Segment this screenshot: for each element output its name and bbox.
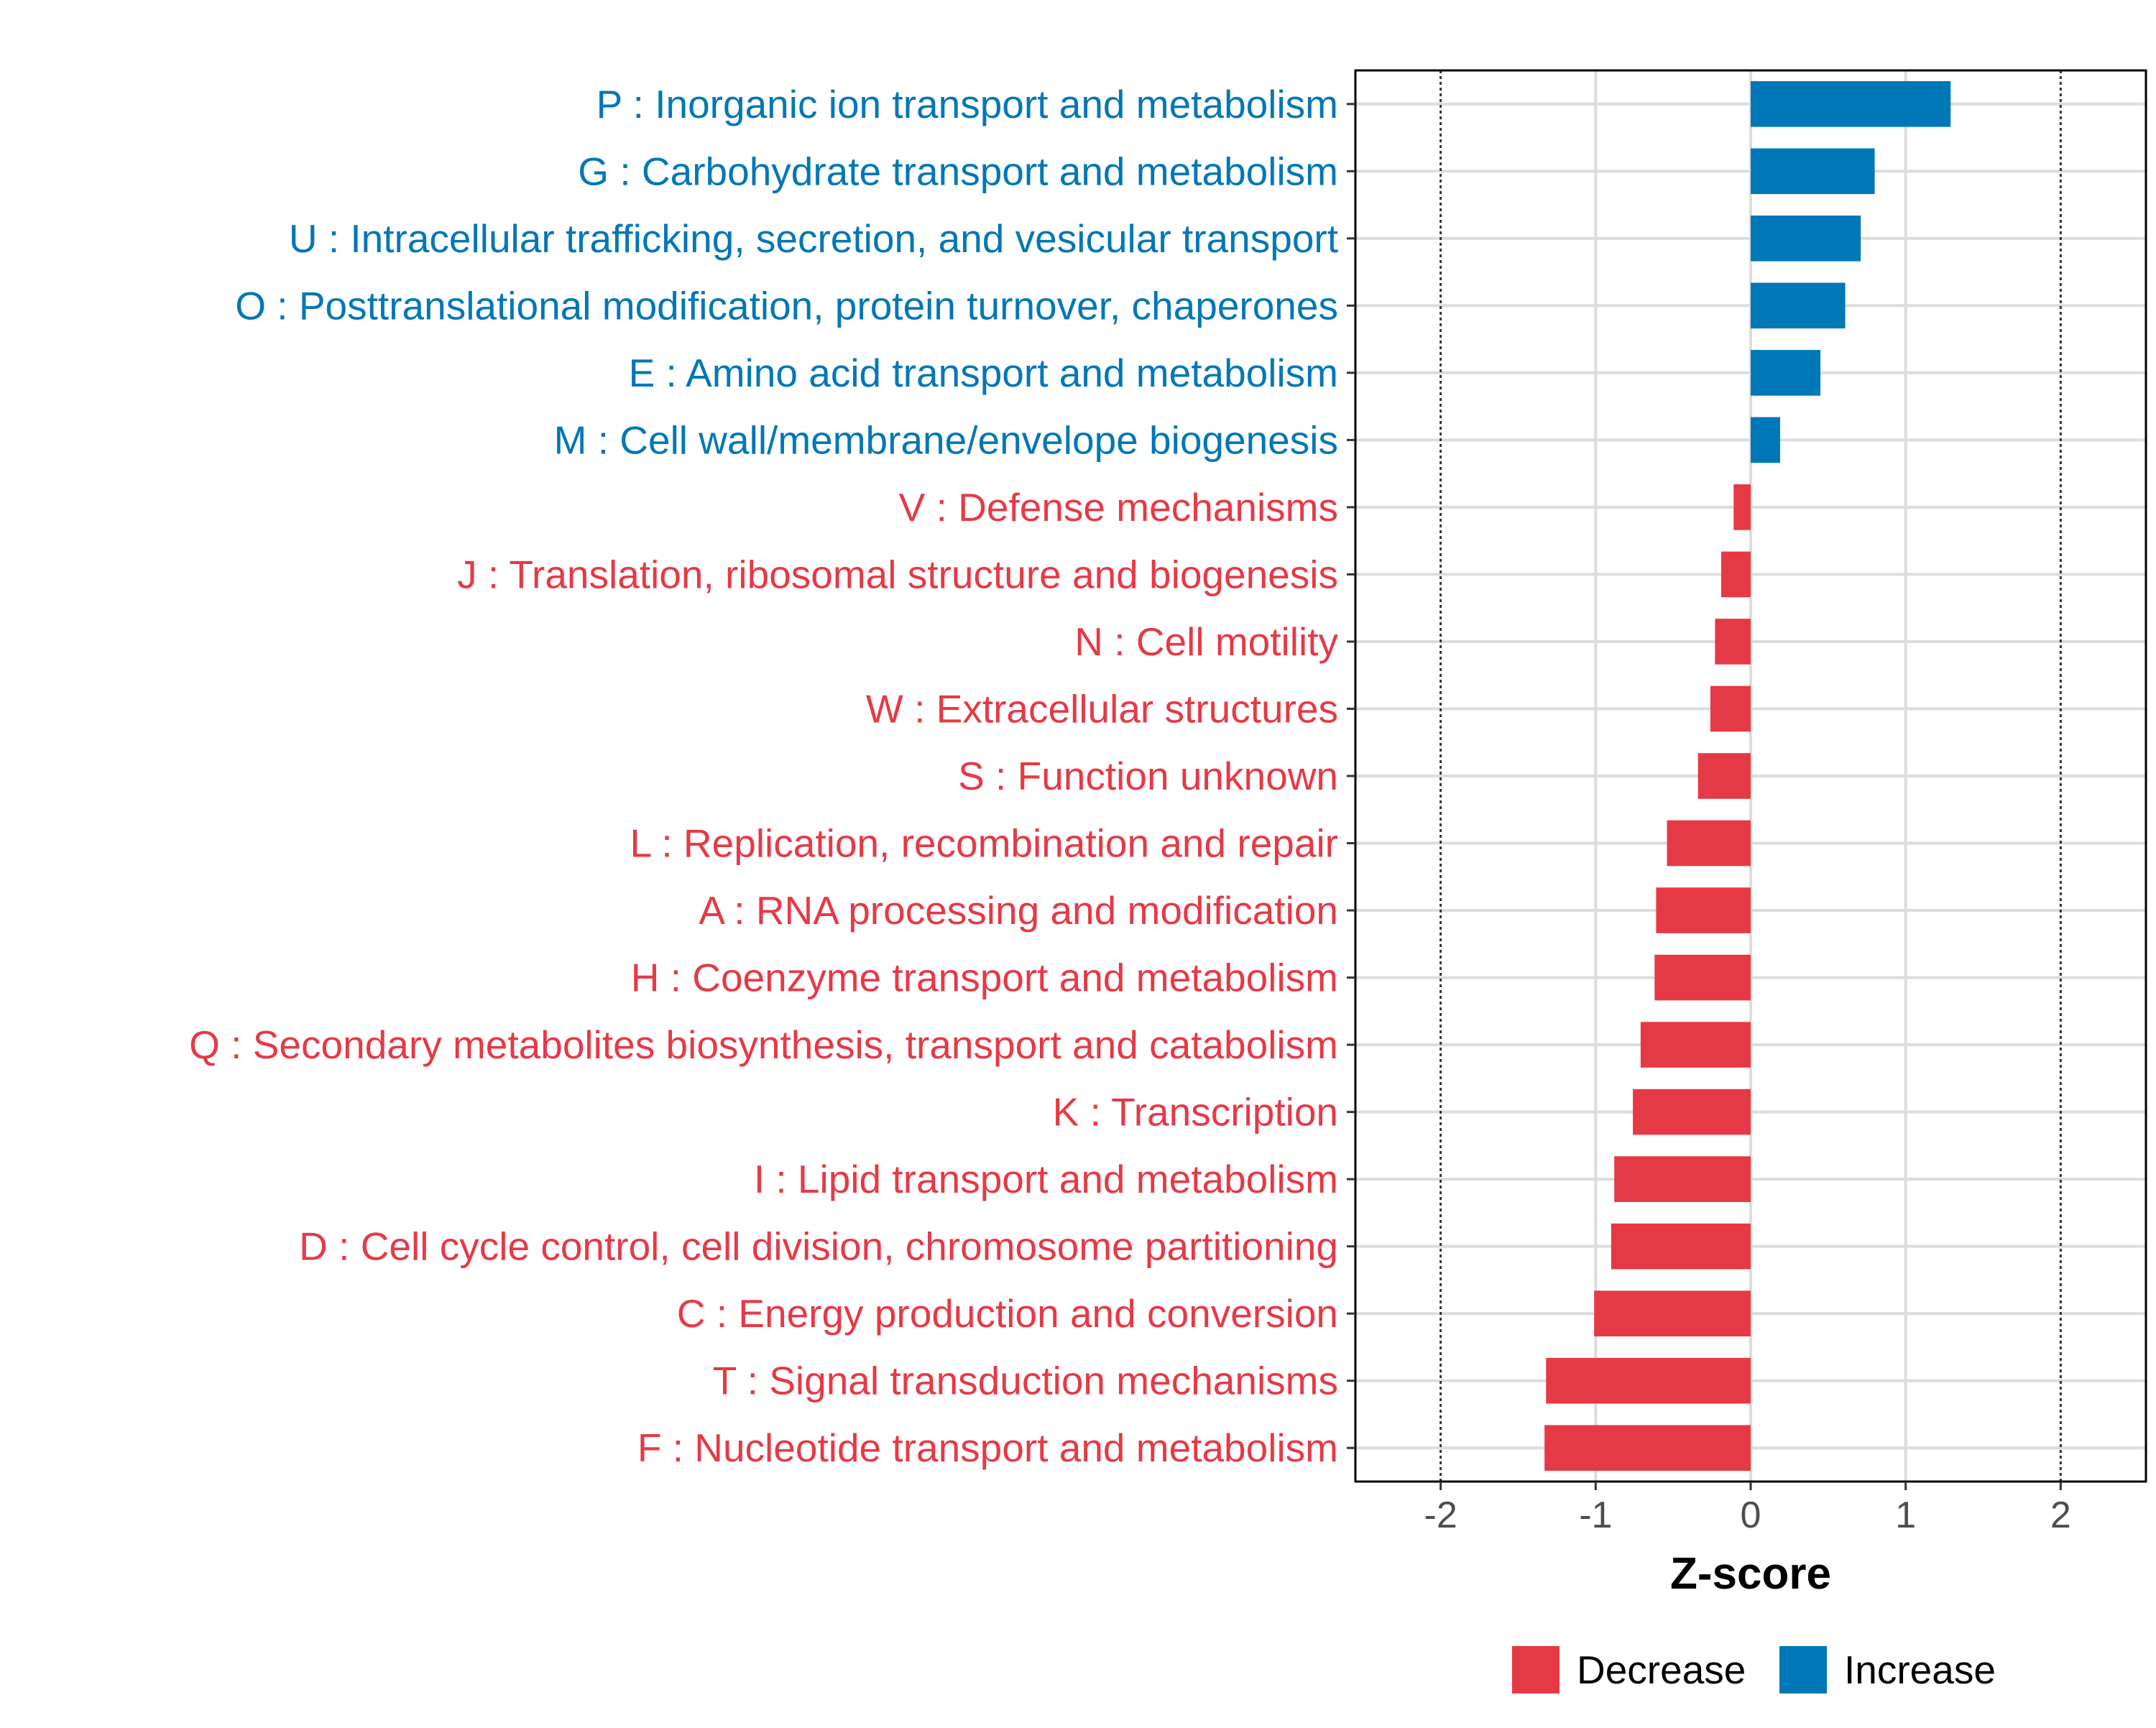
category-label: V : Defense mechanisms (899, 485, 1338, 530)
x-axis: -2 -1 0 1 2 (1424, 1482, 2071, 1536)
category-label: J : Translation, ribosomal structure and… (457, 552, 1338, 596)
bar-decrease (1611, 1223, 1751, 1270)
x-tick-label: 0 (1741, 1494, 1761, 1536)
bar-decrease (1594, 1290, 1751, 1336)
category-label: H : Coenzyme transport and metabolism (631, 956, 1338, 1000)
bar-increase (1751, 148, 1875, 195)
category-label: S : Function unknown (958, 754, 1338, 798)
bar-decrease (1614, 1156, 1751, 1202)
bar-decrease (1546, 1357, 1751, 1404)
bar-decrease (1697, 753, 1751, 799)
legend-swatch-increase (1779, 1646, 1827, 1694)
bar-layer (1544, 80, 1951, 1471)
bar-decrease (1654, 954, 1751, 1001)
category-label: I : Lipid transport and metabolism (754, 1157, 1338, 1201)
category-label: N : Cell motility (1074, 619, 1338, 664)
bar-decrease (1733, 484, 1751, 530)
x-axis-title: Z-score (1670, 1549, 1831, 1599)
category-label: G : Carbohydrate transport and metabolis… (578, 149, 1338, 193)
bar-decrease (1640, 1022, 1751, 1068)
category-label: C : Energy production and conversion (677, 1291, 1338, 1336)
category-label: M : Cell wall/membrane/envelope biogenes… (554, 417, 1338, 462)
category-label: P : Inorganic ion transport and metaboli… (596, 82, 1338, 126)
bar-increase (1751, 216, 1861, 262)
bar-decrease (1656, 887, 1751, 933)
legend-swatch-decrease (1512, 1646, 1560, 1694)
legend-label: Increase (1844, 1648, 1996, 1692)
category-label: O : Posttranslational modification, prot… (235, 283, 1338, 328)
category-label: F : Nucleotide transport and metabolism (637, 1426, 1338, 1470)
bar-decrease (1544, 1425, 1751, 1471)
category-label: T : Signal transduction mechanisms (713, 1359, 1338, 1403)
category-label: W : Extracellular structures (866, 686, 1338, 731)
legend: Decrease Increase (1512, 1646, 1996, 1694)
category-label: K : Transcription (1053, 1090, 1338, 1135)
bar-increase (1751, 282, 1846, 329)
y-axis: P : Inorganic ion transport and metaboli… (189, 82, 1355, 1470)
x-tick-label: 1 (1895, 1494, 1916, 1536)
bar-decrease (1721, 551, 1751, 598)
bar-increase (1751, 417, 1780, 463)
x-tick-label: 2 (2050, 1494, 2071, 1536)
bar-decrease (1667, 820, 1751, 867)
category-label: A : RNA processing and modification (699, 888, 1338, 933)
bar-increase (1751, 350, 1821, 396)
bar-decrease (1633, 1089, 1751, 1135)
category-label: L : Replication, recombination and repai… (630, 821, 1338, 866)
category-label: D : Cell cycle control, cell division, c… (299, 1224, 1338, 1269)
legend-label: Decrease (1577, 1648, 1746, 1692)
bar-decrease (1715, 619, 1751, 665)
x-tick-label: -1 (1579, 1494, 1612, 1536)
category-label: U : Intracellular trafficking, secretion… (289, 216, 1338, 261)
bar-decrease (1710, 685, 1751, 732)
bar-increase (1751, 80, 1951, 127)
category-label: Q : Secondary metabolites biosynthesis, … (189, 1022, 1338, 1067)
x-tick-label: -2 (1424, 1494, 1457, 1536)
category-label: E : Amino acid transport and metabolism (629, 351, 1338, 395)
